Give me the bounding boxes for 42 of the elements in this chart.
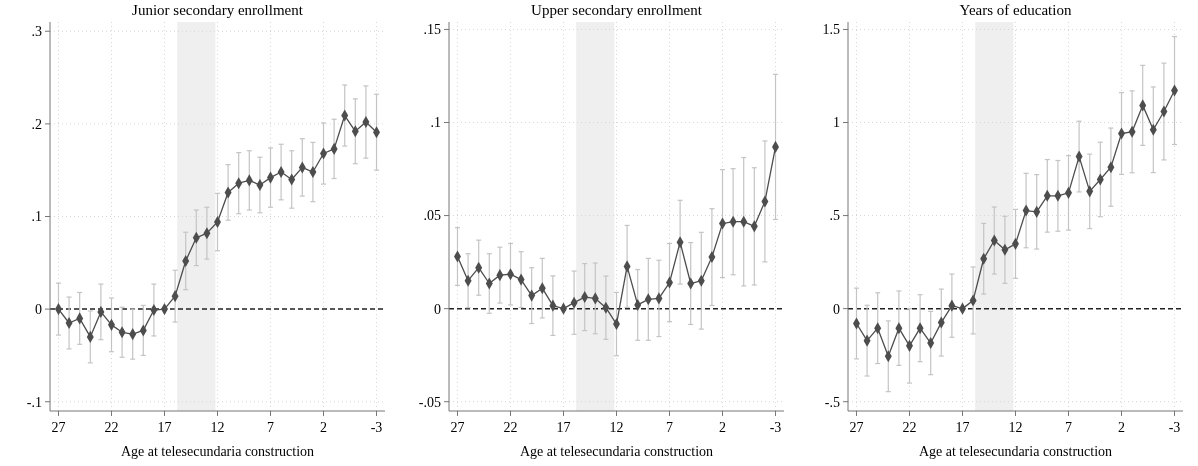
y-tick-label: .5 [829, 208, 840, 224]
x-tick-label: -3 [370, 420, 383, 435]
x-tick-label: 7 [267, 420, 275, 435]
y-tick-label: 0 [35, 302, 42, 318]
x-axis-title: Age at telesecundaria construction [120, 444, 315, 459]
x-tick-label: 22 [503, 420, 518, 435]
x-tick-label: 27 [450, 420, 465, 435]
x-axis-title: Age at telesecundaria construction [918, 444, 1113, 459]
x-tick-label: 12 [609, 420, 624, 435]
x-tick-label: -3 [1168, 420, 1181, 435]
x-axis-title: Age at telesecundaria construction [519, 444, 714, 459]
chart-title: Upper secondary enrollment [531, 2, 703, 18]
x-tick-label: -3 [769, 420, 782, 435]
y-tick-label: .2 [31, 116, 42, 132]
y-tick-label: -.05 [418, 394, 441, 410]
y-tick-label: .1 [430, 115, 441, 131]
chart-title: Junior secondary enrollment [132, 2, 304, 18]
y-tick-label: 0 [434, 301, 441, 317]
y-tick-label: -.5 [824, 394, 840, 410]
x-tick-label: 12 [210, 420, 225, 435]
y-tick-label: 1.5 [822, 22, 840, 38]
y-tick-label: .3 [31, 24, 42, 40]
x-tick-label: 17 [955, 420, 970, 435]
x-tick-label: 2 [719, 420, 727, 435]
y-tick-label: .15 [423, 22, 441, 38]
y-tick-label: -.1 [26, 394, 42, 410]
x-tick-label: 12 [1008, 420, 1023, 435]
x-tick-label: 7 [666, 420, 674, 435]
x-tick-label: 17 [157, 420, 172, 435]
y-tick-label: .05 [423, 208, 441, 224]
x-tick-label: 22 [104, 420, 119, 435]
x-tick-label: 22 [902, 420, 917, 435]
x-tick-label: 27 [51, 420, 66, 435]
x-tick-label: 2 [1118, 420, 1126, 435]
x-tick-label: 7 [1065, 420, 1073, 435]
y-tick-label: .1 [31, 209, 42, 225]
x-tick-label: 2 [320, 420, 328, 435]
x-tick-label: 17 [556, 420, 571, 435]
chart-title: Years of education [959, 2, 1072, 18]
y-tick-label: 0 [833, 301, 840, 317]
x-tick-label: 27 [849, 420, 864, 435]
y-tick-label: 1 [833, 115, 840, 131]
